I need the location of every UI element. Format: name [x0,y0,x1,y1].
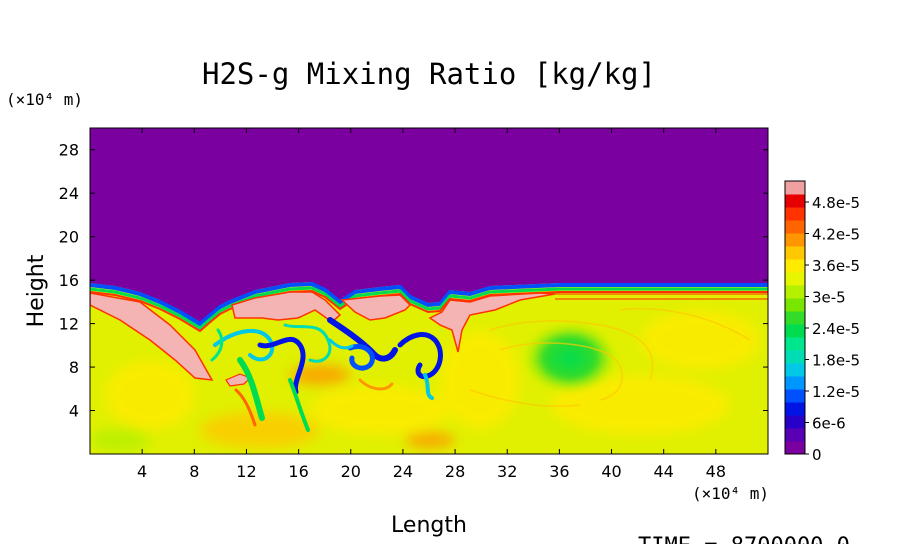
colorbar-swatches [785,181,805,455]
colorbar-swatch-6 [785,363,805,377]
y-tick-label-3: 16 [59,271,79,290]
colorbar-swatch-17 [785,220,805,234]
x-tick-label-2: 12 [236,462,256,481]
interface-layer-right [428,292,556,353]
colorbar-swatch-15 [785,246,805,260]
colorbar-swatch-13 [785,272,805,286]
x-axis: 4 8 12 16 20 24 28 32 36 40 44 48 [137,128,726,481]
upper-layer [90,128,768,322]
colorbar-swatch-9 [785,324,805,338]
colorbar-tick-label-0: 0 [812,446,822,464]
colorbar-swatch-7 [785,350,805,364]
y-tick-label-5: 24 [59,184,79,203]
interface-band-green [90,286,768,330]
colorbar-tick-label-5: 3e-5 [812,289,846,307]
colorbar-swatch-1 [785,428,805,442]
colorbar-swatch-19 [785,194,805,208]
colorbar-swatch-2 [785,415,805,429]
colorbar-swatch-8 [785,337,805,351]
colorbar-swatch-16 [785,233,805,247]
colorbar-swatch-14 [785,259,805,273]
colorbar-tick-label-3: 1.8e-5 [812,352,860,370]
swirl-streaks [469,308,751,408]
colorbar-swatch-3 [785,402,805,416]
x-tick-label-4: 20 [341,462,361,481]
colorbar-tick-label-2: 1.2e-5 [812,383,860,401]
interface-layer-mid [340,294,412,321]
small-pink-bleb [225,373,252,387]
interface-band-blue [90,281,768,327]
x-tick-label-6: 28 [445,462,465,481]
colorbar-swatch-5 [785,376,805,390]
colorbar-swatch-4 [785,389,805,403]
interface-layer [90,292,214,381]
x-tick-label-0: 4 [137,462,147,481]
colorbar-swatch-11 [785,298,805,312]
vortex-filaments [210,317,443,432]
colorbar-swatch-12 [785,285,805,299]
x-tick-label-1: 8 [189,462,199,481]
field-plot [90,128,768,454]
colorbar-tick-label-1: 6e-6 [812,415,846,433]
eddy-36 [522,322,618,394]
colorbar-swatch-10 [785,311,805,325]
y-tick-label-6: 28 [59,141,79,160]
x-tick-label-3: 16 [288,462,308,481]
x-tick-label-5: 24 [393,462,413,481]
colorbar-swatch-20 [785,181,805,195]
y-axis: 4 8 12 16 20 24 28 [59,141,768,421]
interface-layer-center [231,291,342,323]
colorbar-tick-label-6: 3.6e-5 [812,257,860,275]
far-right-band [555,293,768,300]
colorbar-swatch-18 [785,207,805,221]
y-unit-label: (×10⁴ m) [6,90,83,109]
y-axis-label: Height [24,254,49,327]
colorbar-ticks: 0 6e-6 1.2e-5 1.8e-5 2.4e-5 3e-5 3.6e-5 4.2e-5 4… [805,194,860,464]
x-tick-label-8: 36 [549,462,569,481]
colorbar-tick-label-4: 2.4e-5 [812,320,860,338]
x-tick-label-10: 44 [654,462,674,481]
time-annotation: TIME = 8700000.0 [638,534,850,544]
y-tick-label-1: 8 [69,358,79,377]
colorbar-tick-label-7: 4.2e-5 [812,226,860,244]
colorbar-swatch-0 [785,441,805,455]
x-axis-label: Length [391,513,467,538]
plot-frame [89,127,769,455]
y-tick-label-0: 4 [69,402,79,421]
colorbar-tick-label-8: 4.8e-5 [812,194,860,212]
x-tick-label-11: 48 [706,462,726,481]
chart-title: H2S-g Mixing Ratio [kg/kg] [202,57,656,91]
lower-turbulence [90,310,760,452]
x-unit-label: (×10⁴ m) [692,484,769,503]
colorbar: 0 6e-6 1.2e-5 1.8e-5 2.4e-5 3e-5 3.6e-5 4.2e-5 4… [784,180,860,464]
y-tick-label-2: 12 [59,315,79,334]
x-tick-label-7: 32 [497,462,517,481]
colorbar-frame [784,180,806,455]
interface-band-red [90,289,768,333]
y-tick-label-4: 20 [59,228,79,247]
x-tick-label-9: 40 [601,462,621,481]
